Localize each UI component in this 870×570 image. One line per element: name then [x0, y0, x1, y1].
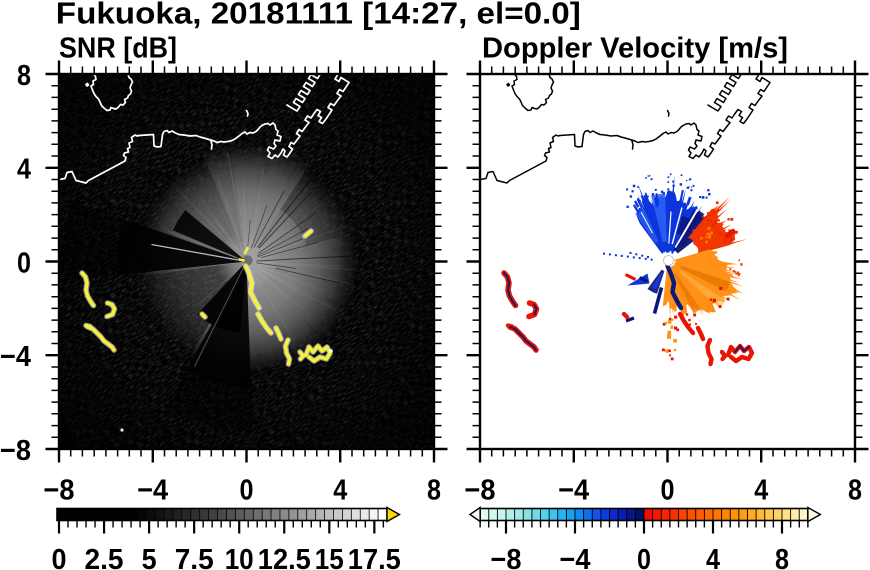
svg-text:0: 0: [17, 247, 31, 279]
svg-text:−4: −4: [137, 474, 168, 506]
svg-text:−8: −8: [465, 474, 496, 506]
svg-text:7.5: 7.5: [175, 544, 214, 570]
svg-text:17.5: 17.5: [348, 544, 401, 570]
svg-text:0: 0: [661, 474, 675, 506]
svg-text:−8: −8: [0, 435, 31, 467]
svg-text:0: 0: [240, 474, 254, 506]
svg-text:SNR [dB]: SNR [dB]: [59, 32, 177, 64]
svg-text:0: 0: [52, 544, 67, 570]
svg-text:8: 8: [775, 544, 789, 570]
svg-text:4: 4: [754, 474, 768, 506]
svg-text:12.5: 12.5: [258, 544, 311, 570]
svg-text:0: 0: [637, 544, 651, 570]
svg-text:−4: −4: [0, 341, 31, 373]
svg-text:−4: −4: [558, 474, 589, 506]
svg-text:15: 15: [315, 544, 344, 570]
svg-text:4: 4: [706, 544, 720, 570]
svg-text:−8: −8: [491, 544, 522, 570]
svg-text:4: 4: [333, 474, 347, 506]
svg-text:2.5: 2.5: [85, 544, 124, 570]
svg-text:8: 8: [427, 474, 441, 506]
svg-text:4: 4: [17, 154, 31, 186]
svg-text:5: 5: [142, 544, 157, 570]
svg-text:Fukuoka, 20181111 [14:27, el=0: Fukuoka, 20181111 [14:27, el=0.0]: [56, 0, 581, 30]
svg-text:8: 8: [848, 474, 862, 506]
svg-text:−4: −4: [560, 544, 591, 570]
svg-text:10: 10: [225, 544, 254, 570]
svg-text:Doppler Velocity [m/s]: Doppler Velocity [m/s]: [482, 33, 788, 65]
svg-text:8: 8: [17, 60, 31, 92]
svg-text:−8: −8: [44, 474, 75, 506]
